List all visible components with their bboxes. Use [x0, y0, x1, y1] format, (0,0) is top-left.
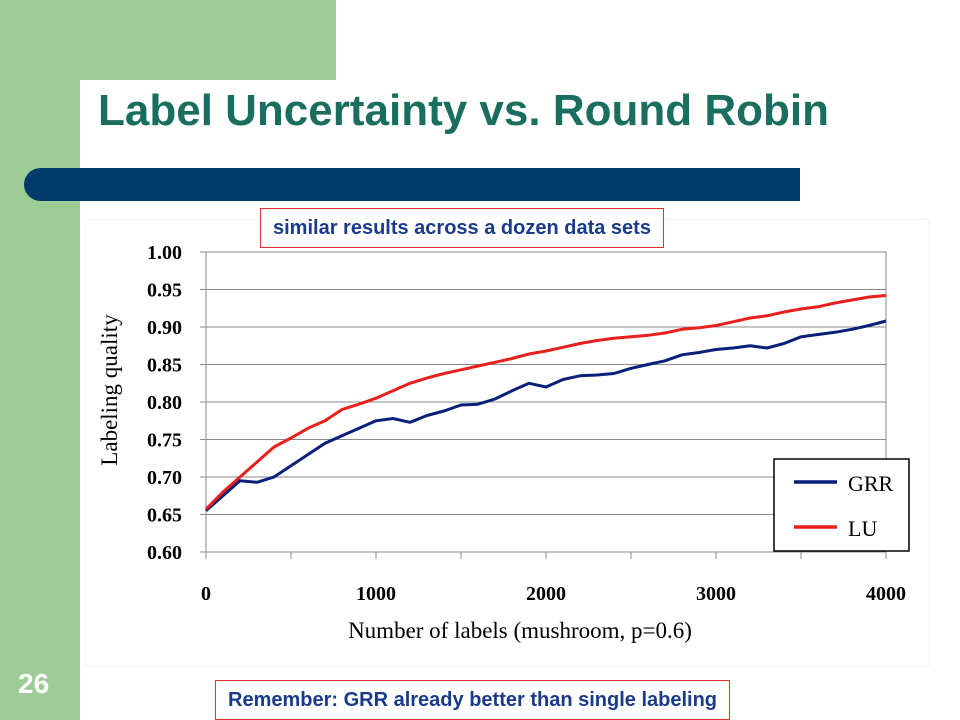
slide-title: Label Uncertainty vs. Round Robin — [98, 86, 829, 135]
legend: GRR LU — [773, 458, 910, 552]
y-tick-label: 0.60 — [147, 542, 182, 564]
x-tick-label: 1000 — [356, 583, 396, 605]
slide-number: 26 — [18, 668, 50, 699]
y-tick-label: 0.95 — [147, 280, 182, 302]
y-tick-label: 0.80 — [147, 392, 182, 414]
y-tick-label: 0.90 — [147, 317, 182, 339]
x-tick-label: 4000 — [866, 583, 906, 605]
x-tick-labels: 0 1000 2000 3000 4000 — [201, 583, 906, 605]
y-tick-label: 0.85 — [147, 355, 182, 377]
y-tick-label: 0.70 — [147, 467, 182, 489]
chart-frame — [86, 220, 928, 666]
x-tick-marks — [205, 552, 887, 559]
legend-label-lu: LU — [848, 516, 877, 541]
top-green-band — [0, 0, 336, 80]
y-tick-label: 0.65 — [147, 505, 182, 527]
title-accent-bar — [24, 168, 800, 201]
y-tick-label: 1.00 — [147, 242, 182, 264]
x-tick-label: 3000 — [696, 583, 736, 605]
series-line-lu — [204, 294, 887, 511]
y-tick-labels: 0.60 0.65 0.70 0.75 0.80 0.85 0.90 0.95 1.00 — [147, 242, 182, 564]
legend-label-grr: GRR — [848, 471, 894, 496]
x-tick-label: 0 — [201, 583, 211, 605]
series-line-grr — [205, 319, 887, 512]
side-green-band — [0, 0, 80, 720]
legend-box — [773, 458, 910, 552]
callout-remember: Remember: GRR already better than single… — [215, 680, 731, 720]
x-axis-label: Number of labels (mushroom, p=0.6) — [348, 618, 692, 643]
callout-similar-results: similar results across a dozen data sets — [260, 208, 664, 248]
y-tick-label: 0.75 — [147, 430, 182, 452]
grid-lines — [200, 251, 886, 553]
x-tick-label: 2000 — [526, 583, 566, 605]
series-lines — [204, 294, 887, 512]
y-axis-label: Labeling quality — [97, 314, 122, 466]
